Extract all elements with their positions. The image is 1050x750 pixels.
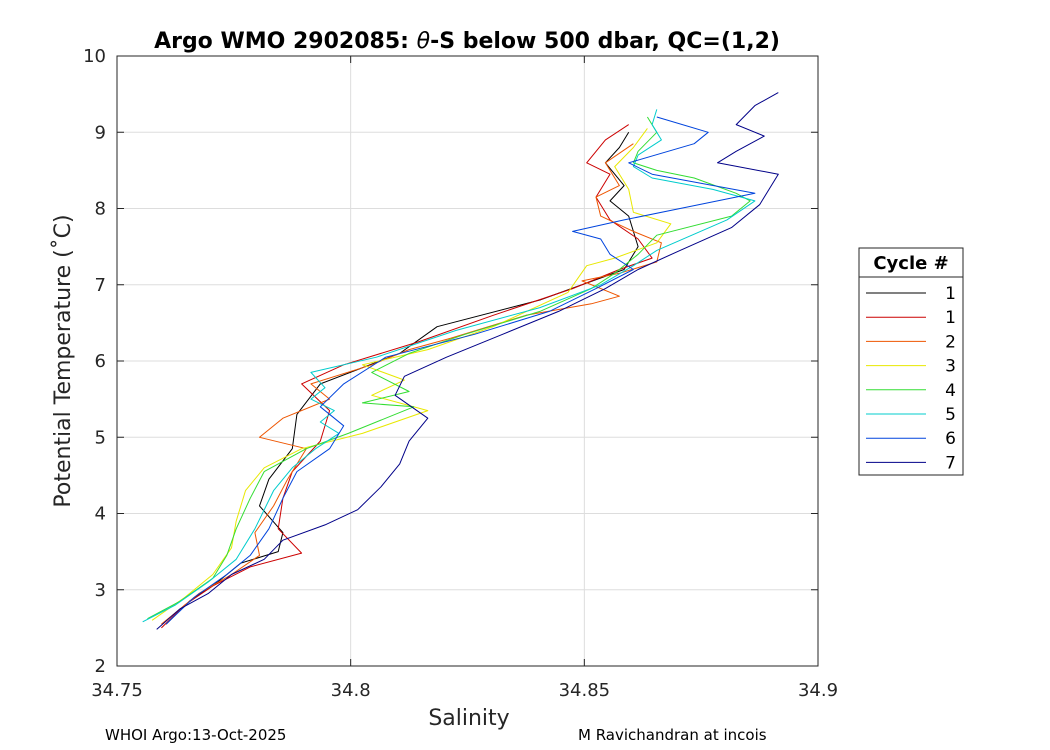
series-line-cycle-5 <box>142 109 756 623</box>
legend-label: 5 <box>945 405 956 425</box>
y-tick-label: 10 <box>83 46 106 67</box>
legend-label: 2 <box>945 332 956 352</box>
series-line-cycle-1 <box>161 124 653 629</box>
grid <box>117 56 818 666</box>
legend-items: 1 1 2 3 4 5 6 7 <box>866 284 956 473</box>
y-tick-label: 6 <box>95 351 106 372</box>
legend-label: 6 <box>945 429 956 449</box>
y-axis-label: Potential Temperature (˚C) <box>51 214 76 507</box>
y-tick-label: 3 <box>95 580 106 601</box>
chart-title: Argo WMO 2902085: θ-S below 500 dbar, QC… <box>154 29 780 54</box>
y-tick-label: 4 <box>95 504 106 525</box>
y-tick-label: 2 <box>95 656 106 677</box>
x-axis-label: Salinity <box>428 706 509 731</box>
legend-label: 4 <box>945 381 956 401</box>
footer-right: M Ravichandran at incois <box>578 726 767 744</box>
legend-label: 1 <box>945 308 956 328</box>
ticks: 34.75 34.8 34.85 34.9 2 3 4 5 6 7 8 9 10 <box>83 46 838 701</box>
legend: Cycle # 1 1 2 3 4 5 6 7 <box>858 247 964 476</box>
series-line-cycle-3 <box>151 128 672 621</box>
x-tick-label: 34.85 <box>559 680 611 701</box>
series-line-cycle-4 <box>147 116 751 620</box>
legend-label: 7 <box>945 453 956 473</box>
x-tick-label: 34.8 <box>331 680 371 701</box>
series-line-cycle-7 <box>156 92 779 630</box>
legend-label: 1 <box>945 284 956 304</box>
legend-title: Cycle # <box>873 253 948 274</box>
y-tick-label: 8 <box>95 199 106 220</box>
y-tick-label: 7 <box>95 275 106 296</box>
y-tick-label: 5 <box>95 427 106 448</box>
series-line-cycle-1 <box>165 132 639 625</box>
series-line-cycle-2 <box>161 143 662 625</box>
y-tick-label: 9 <box>95 122 106 143</box>
footer-left: WHOI Argo:13-Oct-2025 <box>105 726 287 744</box>
legend-box <box>858 247 964 476</box>
x-tick-label: 34.9 <box>798 680 838 701</box>
series-line-cycle-6 <box>165 116 756 625</box>
series-layer <box>142 92 779 630</box>
legend-label: 3 <box>945 357 956 377</box>
x-tick-label: 34.75 <box>91 680 143 701</box>
